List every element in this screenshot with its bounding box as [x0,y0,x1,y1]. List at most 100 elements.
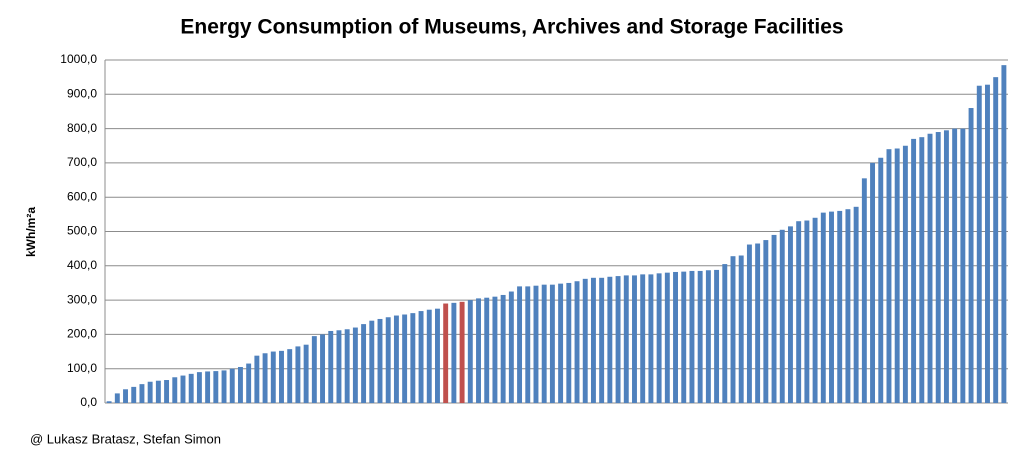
bar [311,336,317,403]
bar [213,371,219,403]
bar [155,380,161,403]
bar [180,375,186,403]
bar [246,363,252,403]
y-tick-label: 1000,0 [60,52,97,66]
bar [935,132,941,403]
y-tick-label: 100,0 [67,361,97,375]
bar [714,269,720,403]
bar [664,272,670,403]
y-tick-label: 700,0 [67,155,97,169]
bar [287,349,293,403]
bar [221,370,227,403]
bar [927,133,933,403]
bar [410,313,416,403]
bar [673,271,678,403]
bar [147,381,153,403]
bar [402,314,408,403]
bar [870,162,876,403]
bar [196,372,202,403]
bar [993,77,999,404]
bar [812,217,818,403]
y-tick-label: 600,0 [67,189,97,203]
y-tick-label: 400,0 [67,258,97,272]
bar [484,297,490,403]
bar [796,221,802,403]
bar [845,209,851,403]
bar [262,353,268,403]
bar [648,274,654,403]
bar [755,243,761,403]
bar [820,212,826,403]
bar [886,149,892,403]
bar [205,371,211,403]
bar [722,264,728,403]
bar [352,327,358,403]
bar [336,330,342,403]
bar [837,210,843,403]
bar [640,274,646,403]
bar [607,276,613,403]
bar [689,270,695,403]
bar [779,229,785,403]
bar [467,300,473,403]
bar [738,255,744,403]
bar [328,330,334,403]
bar [1001,65,1007,404]
bar [615,276,621,403]
y-tick-label: 500,0 [67,224,97,238]
bar [106,401,112,403]
bar [525,286,531,403]
bar [574,281,580,403]
bar [911,138,917,403]
y-tick-label: 900,0 [67,86,97,100]
bar [656,273,662,403]
bar [188,373,194,403]
bar [787,226,793,403]
bar [771,234,777,403]
bar [114,393,120,403]
bar [385,317,391,403]
bar [681,271,687,403]
bar [558,283,564,403]
bar [902,145,908,403]
bar [459,301,465,403]
bar [229,368,235,403]
y-tick-label: 0,0 [80,395,97,409]
bar [549,284,555,403]
bar [508,291,514,403]
bar [295,346,301,403]
y-tick-label: 300,0 [67,292,97,306]
bar [443,303,449,403]
bar [426,309,432,403]
bar [418,311,424,403]
bar [960,128,966,403]
bar [632,275,637,403]
bar [894,148,900,403]
bar [320,334,326,403]
bar [968,108,974,404]
bar [705,270,711,403]
bar [361,324,367,403]
bar [164,380,170,403]
bar [393,315,399,403]
bar [123,389,128,403]
chart-title: Energy Consumption of Museums, Archives … [180,16,843,39]
bar [746,244,752,403]
bar [623,275,629,403]
footer: @ Lukasz Bratasz, Stefan Simon [30,431,221,446]
y-tick-label: 200,0 [67,327,97,341]
bar [237,366,243,403]
bar [270,351,276,403]
bar [878,157,884,403]
bar [344,329,350,403]
bar [541,284,547,403]
bar [476,298,481,403]
bar [303,344,309,403]
bar [517,286,523,403]
bar [492,296,498,403]
bar [829,211,834,403]
bar [451,302,457,403]
bar [582,278,588,403]
